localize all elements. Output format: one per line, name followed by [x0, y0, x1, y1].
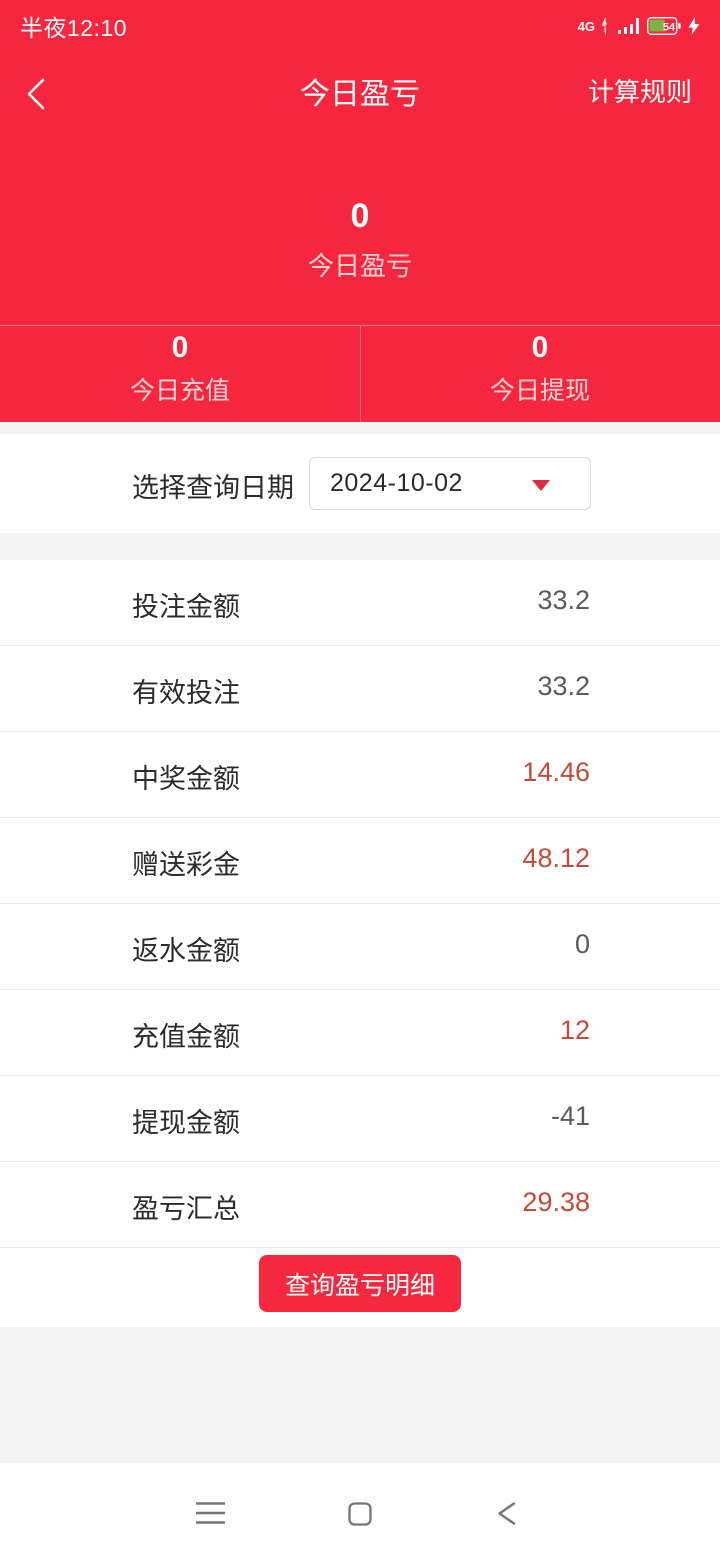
svg-text:54: 54: [663, 21, 676, 33]
